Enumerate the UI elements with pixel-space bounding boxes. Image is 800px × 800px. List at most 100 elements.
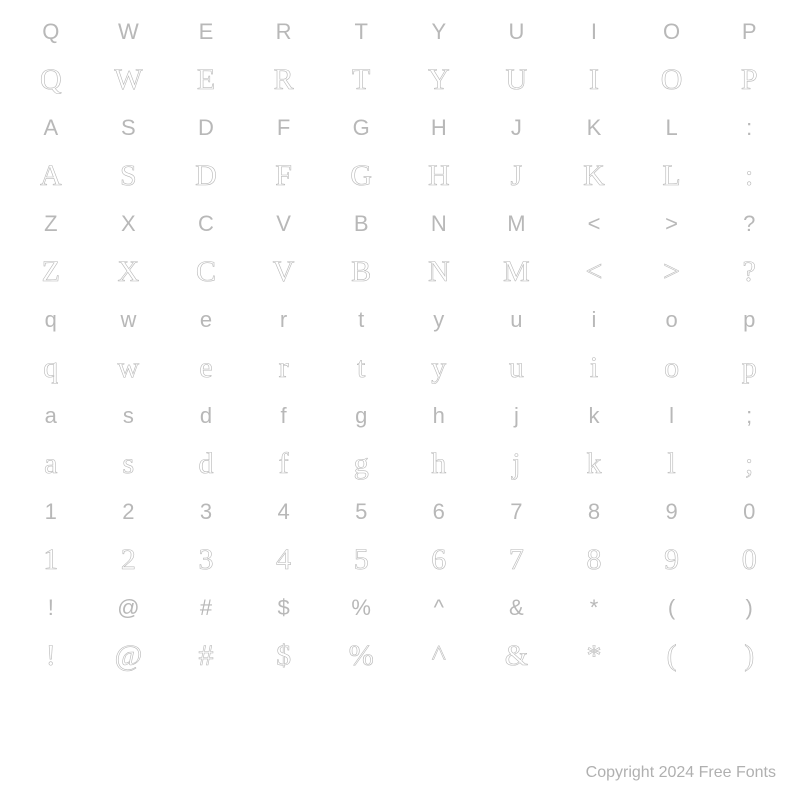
char-glyph: S (90, 152, 168, 200)
char-label: h (400, 392, 478, 440)
char-glyph: F (245, 152, 323, 200)
copyright-footer: Copyright 2024 Free Fonts (586, 764, 776, 782)
char-label: K (555, 104, 633, 152)
char-glyph: X (90, 248, 168, 296)
char-label: ^ (400, 584, 478, 632)
char-glyph: ? (710, 248, 788, 296)
char-glyph: C (167, 248, 245, 296)
char-glyph: B (322, 248, 400, 296)
char-glyph: D (167, 152, 245, 200)
char-glyph: 3 (167, 536, 245, 584)
char-label: B (322, 200, 400, 248)
char-label: # (167, 584, 245, 632)
char-glyph: r (245, 344, 323, 392)
char-glyph: w (90, 344, 168, 392)
char-glyph: < (555, 248, 633, 296)
char-glyph: 7 (478, 536, 556, 584)
char-label: k (555, 392, 633, 440)
char-glyph: A (12, 152, 90, 200)
char-label: W (90, 8, 168, 56)
char-glyph: U (478, 56, 556, 104)
char-label: y (400, 296, 478, 344)
char-label: A (12, 104, 90, 152)
char-glyph: Y (400, 56, 478, 104)
char-glyph: 9 (633, 536, 711, 584)
char-label: u (478, 296, 556, 344)
char-label: V (245, 200, 323, 248)
char-label: I (555, 8, 633, 56)
char-label: E (167, 8, 245, 56)
char-glyph: V (245, 248, 323, 296)
char-glyph: i (555, 344, 633, 392)
char-label: & (478, 584, 556, 632)
char-label: @ (90, 584, 168, 632)
char-glyph: 5 (322, 536, 400, 584)
char-glyph: 2 (90, 536, 168, 584)
char-glyph: N (400, 248, 478, 296)
char-label: 8 (555, 488, 633, 536)
char-label: q (12, 296, 90, 344)
char-label: D (167, 104, 245, 152)
char-label: J (478, 104, 556, 152)
char-label: l (633, 392, 711, 440)
char-glyph: > (633, 248, 711, 296)
char-glyph: O (633, 56, 711, 104)
char-glyph: q (12, 344, 90, 392)
char-label: 1 (12, 488, 90, 536)
char-glyph: 0 (710, 536, 788, 584)
char-label: 0 (710, 488, 788, 536)
char-glyph: L (633, 152, 711, 200)
char-glyph: 4 (245, 536, 323, 584)
char-label: N (400, 200, 478, 248)
char-glyph: Z (12, 248, 90, 296)
char-glyph: y (400, 344, 478, 392)
char-glyph: M (478, 248, 556, 296)
char-glyph: & (478, 632, 556, 680)
char-label: Y (400, 8, 478, 56)
char-label: S (90, 104, 168, 152)
char-glyph: l (633, 440, 711, 488)
char-glyph: 1 (12, 536, 90, 584)
char-label: : (710, 104, 788, 152)
char-label: 9 (633, 488, 711, 536)
char-label: P (710, 8, 788, 56)
char-glyph: ( (633, 632, 711, 680)
char-glyph: : (710, 152, 788, 200)
char-glyph: ^ (400, 632, 478, 680)
char-label: t (322, 296, 400, 344)
char-label: Z (12, 200, 90, 248)
char-glyph: P (710, 56, 788, 104)
char-label: ) (710, 584, 788, 632)
char-glyph: * (555, 632, 633, 680)
char-glyph: W (90, 56, 168, 104)
char-glyph: j (478, 440, 556, 488)
char-label: i (555, 296, 633, 344)
char-label: 5 (322, 488, 400, 536)
char-label: ! (12, 584, 90, 632)
char-glyph: h (400, 440, 478, 488)
char-label: f (245, 392, 323, 440)
char-label: j (478, 392, 556, 440)
char-glyph: ! (12, 632, 90, 680)
char-glyph: R (245, 56, 323, 104)
char-label: < (555, 200, 633, 248)
char-label: 6 (400, 488, 478, 536)
char-label: 2 (90, 488, 168, 536)
char-label: ; (710, 392, 788, 440)
char-label: G (322, 104, 400, 152)
char-label: H (400, 104, 478, 152)
char-label: > (633, 200, 711, 248)
char-label: 7 (478, 488, 556, 536)
char-glyph: J (478, 152, 556, 200)
char-glyph: p (710, 344, 788, 392)
char-glyph: t (322, 344, 400, 392)
char-label: p (710, 296, 788, 344)
char-label: L (633, 104, 711, 152)
char-glyph: K (555, 152, 633, 200)
char-glyph: G (322, 152, 400, 200)
char-glyph: Q (12, 56, 90, 104)
char-label: 4 (245, 488, 323, 536)
char-label: % (322, 584, 400, 632)
char-label: o (633, 296, 711, 344)
char-label: * (555, 584, 633, 632)
